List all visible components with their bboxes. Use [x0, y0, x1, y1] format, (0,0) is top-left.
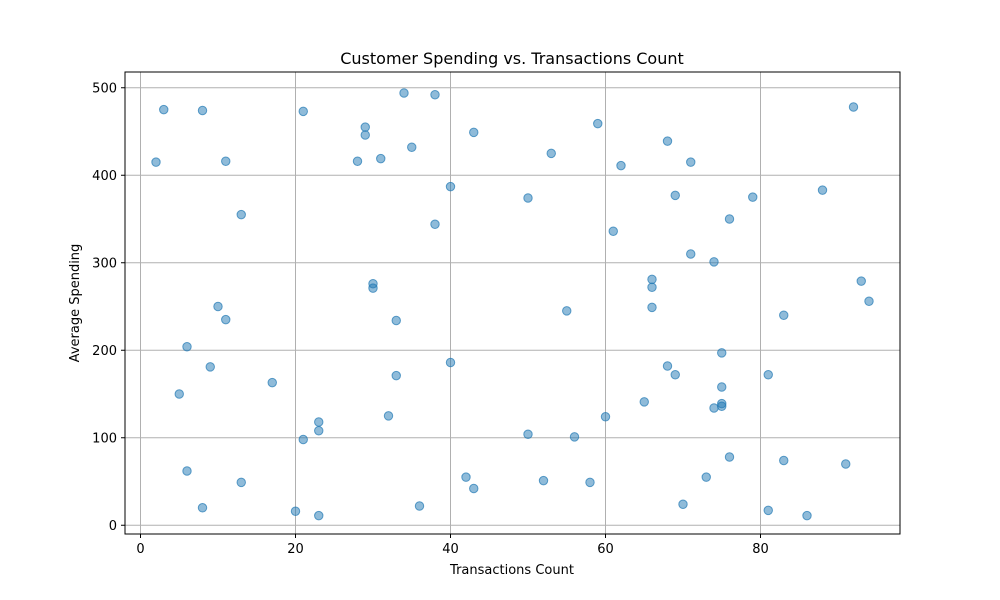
- data-point: [600, 412, 611, 422]
- data-point: [197, 105, 208, 116]
- data-point: [267, 377, 277, 388]
- data-point: [399, 88, 409, 98]
- y-tick-label: 200: [92, 344, 117, 359]
- data-point: [383, 411, 394, 421]
- data-point: [864, 296, 874, 306]
- y-tick-label: 0: [109, 519, 117, 534]
- data-point: [546, 148, 556, 159]
- data-point: [841, 459, 851, 469]
- data-point: [221, 156, 231, 166]
- data-point: [314, 417, 324, 427]
- data-point: [391, 370, 401, 381]
- data-point: [236, 209, 246, 220]
- data-point: [314, 510, 324, 521]
- data-point: [562, 306, 572, 316]
- data-point: [701, 472, 711, 482]
- data-point: [647, 302, 657, 313]
- data-point: [763, 370, 773, 380]
- data-point: [407, 142, 417, 152]
- data-point: [717, 382, 727, 392]
- data-point: [414, 501, 425, 511]
- y-tick-label: 500: [92, 81, 117, 96]
- data-point: [182, 466, 192, 476]
- x-tick-label: 40: [442, 542, 459, 557]
- data-point: [678, 499, 688, 509]
- data-point: [709, 257, 719, 267]
- data-point: [182, 342, 192, 352]
- y-axis-label: Average Spending: [68, 244, 83, 363]
- data-point: [662, 361, 673, 371]
- data-point: [523, 193, 533, 203]
- data-point: [430, 90, 440, 100]
- data-point: [151, 157, 161, 167]
- data-point: [647, 282, 657, 292]
- data-point: [608, 226, 618, 236]
- data-point: [709, 403, 719, 413]
- data-point: [445, 357, 456, 368]
- data-point: [779, 310, 789, 320]
- data-point: [298, 106, 308, 117]
- data-point: [670, 370, 680, 380]
- x-tick-label: 80: [752, 542, 769, 557]
- data-point: [360, 130, 370, 140]
- data-points: [151, 88, 874, 521]
- data-point: [368, 283, 378, 293]
- data-point: [197, 503, 208, 513]
- data-point: [391, 315, 401, 326]
- x-tick-label: 0: [136, 542, 144, 557]
- x-axis-ticks: 0 20 40 60 80: [136, 534, 769, 557]
- data-point: [538, 475, 549, 486]
- data-point: [724, 452, 735, 462]
- data-point: [523, 429, 533, 439]
- y-tick-label: 400: [92, 169, 117, 184]
- x-tick-label: 60: [597, 542, 614, 557]
- data-point: [236, 477, 246, 488]
- data-point: [763, 505, 773, 516]
- data-point: [376, 153, 386, 164]
- data-point: [670, 190, 680, 201]
- data-point: [469, 483, 479, 494]
- data-point: [221, 314, 231, 325]
- data-point: [213, 301, 223, 312]
- data-point: [802, 510, 812, 521]
- x-axis-label: Transactions Count: [449, 563, 574, 578]
- data-point: [779, 455, 789, 466]
- x-tick-label: 20: [287, 542, 304, 557]
- data-point: [205, 362, 215, 372]
- data-point: [724, 214, 735, 224]
- data-point: [686, 157, 696, 167]
- data-point: [593, 118, 603, 129]
- y-tick-label: 300: [92, 256, 117, 271]
- data-point: [639, 397, 649, 407]
- data-point: [817, 185, 828, 195]
- data-point: [686, 249, 696, 259]
- data-point: [848, 102, 859, 112]
- data-point: [445, 181, 456, 192]
- data-point: [585, 477, 595, 488]
- data-point: [717, 401, 727, 411]
- grid-lines: [125, 72, 900, 534]
- data-point: [174, 389, 184, 399]
- data-point: [461, 472, 471, 482]
- data-point: [569, 432, 580, 442]
- y-axis-ticks: 0 100 200 300 400 500: [92, 81, 125, 534]
- data-point: [298, 434, 308, 445]
- data-point: [360, 122, 370, 132]
- data-point: [717, 348, 727, 358]
- data-point: [314, 426, 324, 436]
- data-point: [159, 104, 169, 115]
- chart-title: Customer Spending vs. Transactions Count: [340, 49, 684, 68]
- data-point: [290, 506, 301, 516]
- data-point: [430, 219, 440, 229]
- data-point: [748, 192, 758, 202]
- data-point: [856, 276, 866, 286]
- data-point: [647, 274, 657, 285]
- data-point: [352, 156, 363, 166]
- y-tick-label: 100: [92, 431, 117, 446]
- data-point: [662, 136, 673, 146]
- data-point: [469, 127, 479, 138]
- data-point: [616, 160, 626, 171]
- plot-frame: [124, 71, 901, 535]
